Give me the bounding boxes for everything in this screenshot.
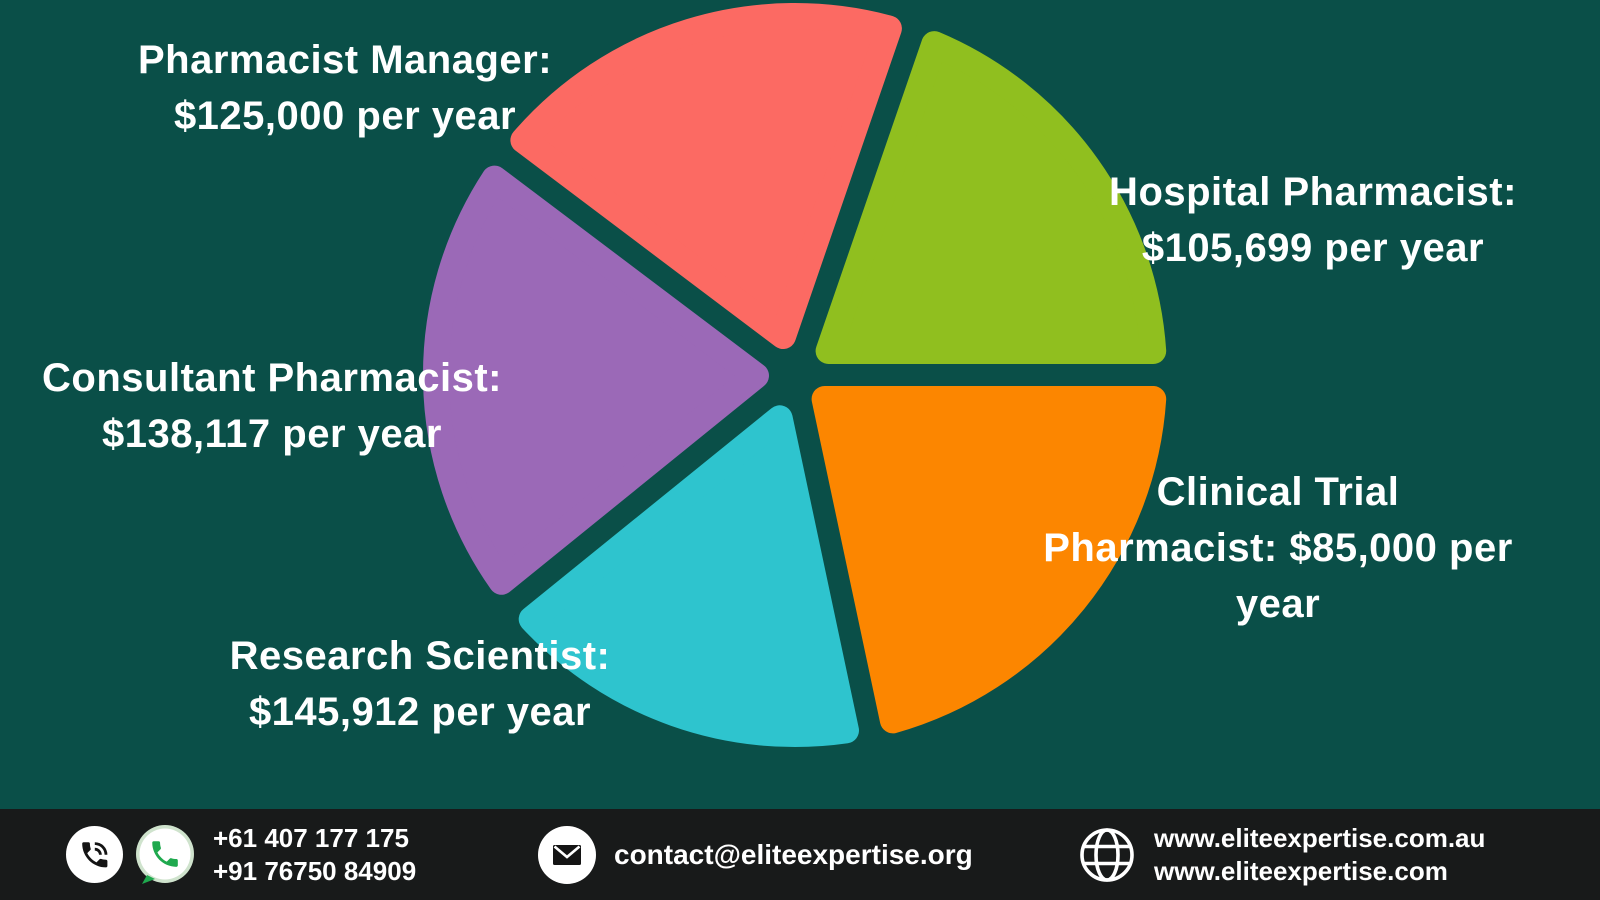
globe-icon — [1080, 827, 1134, 882]
phone-number-secondary: +91 76750 84909 — [213, 855, 417, 886]
website-secondary: www.eliteexpertise.com — [1154, 855, 1448, 886]
slice-label-line: year — [1235, 582, 1321, 626]
slice-label-line: Research Scientist: — [229, 634, 611, 678]
website-primary: www.eliteexpertise.com.au — [1154, 822, 1486, 853]
email-icon — [538, 825, 596, 884]
slice-label-clinical-trial-pharmacist: Clinical Trial Pharmacist: $85,000 per y… — [1043, 464, 1513, 632]
slice-label-line: Consultant Pharmacist: — [42, 356, 502, 400]
footer-bar: +61 407 177 175 +91 76750 84909 contact@… — [0, 809, 1600, 900]
slice-label-pharmacist-manager: Pharmacist Manager: $125,000 per year — [138, 32, 552, 144]
slice-label-hospital-pharmacist: Hospital Pharmacist: $105,699 per year — [1109, 164, 1517, 276]
pie-slice-research-scientist — [518, 405, 859, 748]
slice-label-line: Pharmacist Manager: — [137, 38, 553, 82]
pie-slice-clinical-trial-pharmacist — [811, 386, 1167, 734]
slice-label-line: $125,000 per year — [173, 94, 517, 138]
slice-label-line: $105,699 per year — [1141, 226, 1485, 270]
footer-website-group: www.eliteexpertise.com.au www.eliteexper… — [1076, 809, 1485, 900]
pie-slice-pharmacist-manager — [510, 3, 902, 349]
slice-label-research-scientist: Research Scientist: $145,912 per year — [230, 628, 611, 740]
slice-label-line: Pharmacist: $85,000 per — [1043, 526, 1513, 570]
pie-slice-hospital-pharmacist — [815, 31, 1167, 364]
slice-label-line: Hospital Pharmacist: — [1109, 170, 1517, 214]
whatsapp-icon — [136, 824, 194, 884]
slice-label-line: $138,117 per year — [102, 412, 442, 456]
footer-websites: www.eliteexpertise.com.au www.eliteexper… — [1154, 822, 1485, 888]
footer-email-group: contact@eliteexpertise.org — [538, 809, 973, 900]
slice-label-line: Clinical Trial — [1156, 470, 1400, 514]
pie-slice-consultant-pharmacist — [423, 165, 769, 595]
phone-number-primary: +61 407 177 175 — [213, 822, 409, 853]
slice-label-line: $145,912 per year — [248, 690, 592, 734]
footer-email: contact@eliteexpertise.org — [614, 838, 973, 870]
slice-label-consultant-pharmacist: Consultant Pharmacist: $138,117 per year — [42, 350, 502, 462]
footer-phone-numbers: +61 407 177 175 +91 76750 84909 — [213, 822, 416, 888]
phone-icon — [66, 826, 123, 883]
footer-phone-group: +61 407 177 175 +91 76750 84909 — [66, 809, 416, 900]
